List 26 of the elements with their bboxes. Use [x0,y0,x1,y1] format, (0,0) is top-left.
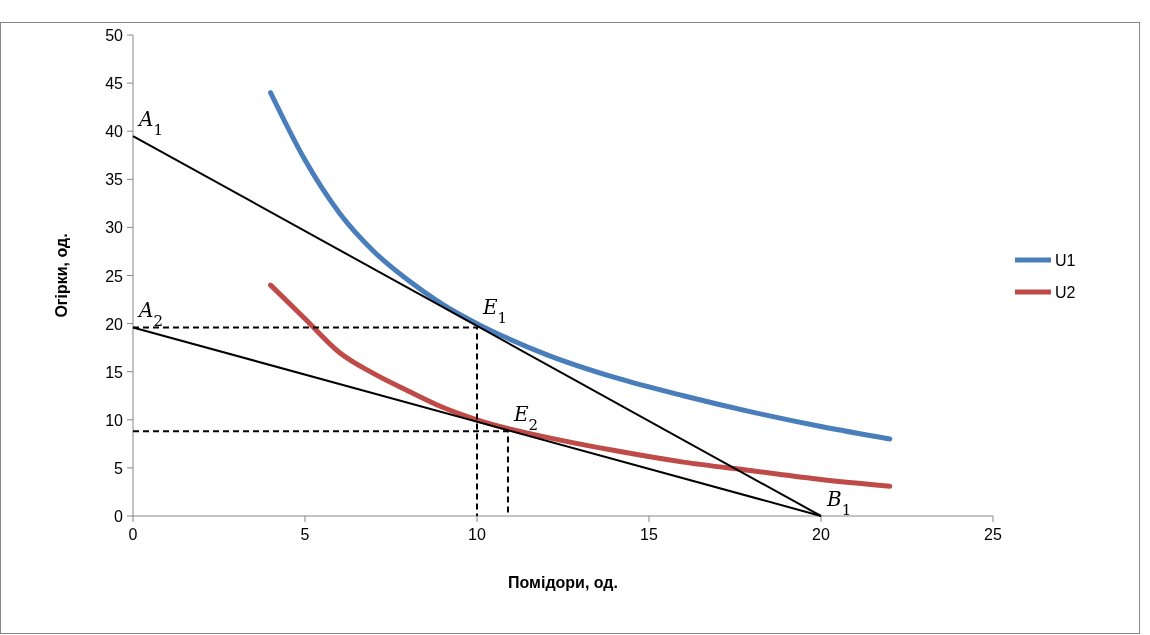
y-tick-label: 45 [105,75,124,93]
x-tick-label: 25 [984,526,1002,543]
annotation: E$_{2}$ [512,402,539,435]
annotation: E$_{1}$ [482,294,508,327]
y-tick-label: 40 [105,123,124,141]
y-axis-title: Огірки, од. [53,233,70,318]
y-tick-label: 0 [114,508,124,525]
y-tick-label: 10 [105,411,124,429]
x-tick-label: 5 [300,526,310,543]
x-axis-title: Помідори, од. [508,574,618,591]
annotation: A$_{1}$ [137,107,163,140]
annotation: A$_{2}$ [137,298,163,331]
y-tick-label: 35 [105,171,124,189]
x-tick-label: 15 [640,526,658,543]
legend-label: U1 [1055,252,1076,269]
x-tick-label: 20 [812,526,830,543]
legend-label: U2 [1055,284,1076,301]
y-tick-label: 50 [105,27,124,44]
y-tick-label: 25 [105,267,124,285]
y-tick-label: 15 [105,363,124,381]
x-tick-label: 0 [128,526,138,543]
y-tick-label: 30 [105,219,124,237]
x-tick-label: 10 [468,526,486,543]
y-tick-label: 5 [114,459,124,477]
annotation: B$_{1}$ [826,487,852,519]
y-tick-label: 20 [105,315,124,333]
